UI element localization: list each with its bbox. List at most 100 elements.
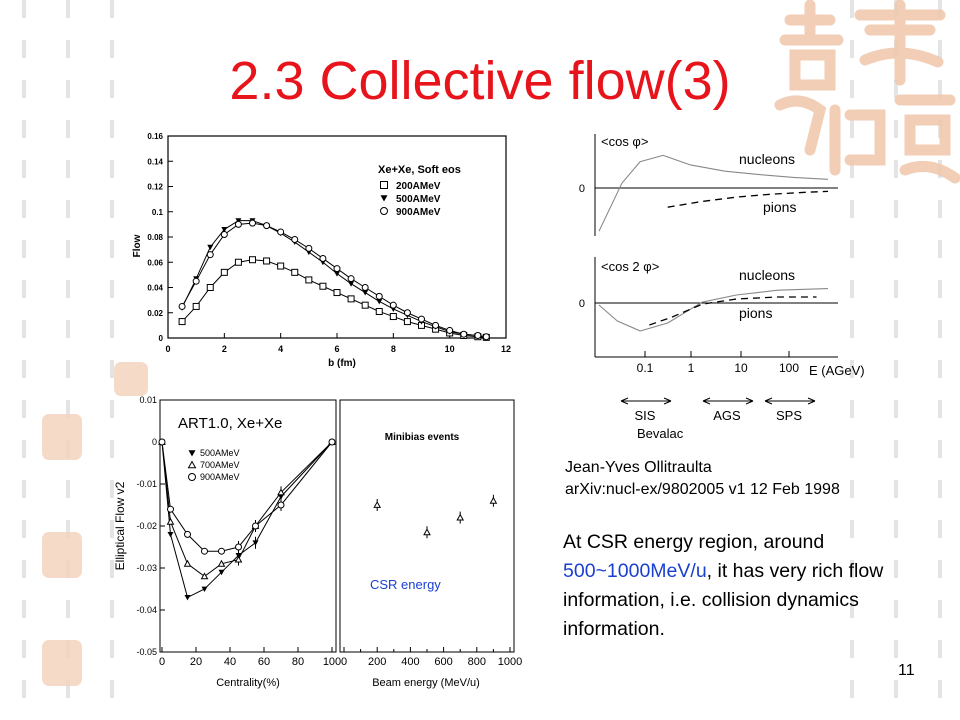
x-tick-label: 0 — [165, 344, 170, 354]
x-tick-label: 0.1 — [637, 361, 654, 375]
data-point — [373, 500, 382, 508]
y-tick-label: 0.06 — [147, 258, 163, 267]
x-tick-label: 10 — [445, 344, 455, 354]
seal-decoration — [42, 532, 82, 578]
series-line — [181, 220, 487, 338]
data-point — [201, 547, 208, 555]
y-tick-label: 0.14 — [147, 157, 163, 166]
data-point — [277, 501, 285, 509]
data-point — [167, 532, 174, 538]
data-point — [235, 543, 242, 551]
x-tick-label: 10 — [734, 361, 748, 375]
data-point — [183, 559, 192, 567]
x-tick-label: 2 — [222, 344, 227, 354]
data-point — [474, 331, 482, 339]
y-tick-label: 0.01 — [139, 395, 157, 405]
range-arrow — [702, 397, 754, 405]
x-axis-label: Centrality(%) — [216, 677, 280, 689]
chart-title: Minibias events — [385, 432, 460, 443]
data-point — [460, 330, 468, 338]
nucleons-curve — [598, 288, 829, 332]
data-point — [305, 276, 313, 284]
data-point — [234, 258, 242, 266]
x-axis-label: Beam energy (MeV/u) — [372, 677, 480, 689]
x-tick-label: 40 — [224, 656, 236, 668]
plot-frame-left — [159, 399, 337, 653]
y-tick-label: 0 — [579, 298, 585, 310]
x-tick-label: 100 — [323, 656, 341, 668]
data-point — [334, 271, 340, 277]
legend-marker — [187, 460, 197, 469]
annotation-sps: SPS — [776, 408, 802, 423]
data-point — [347, 275, 355, 283]
data-point — [423, 528, 431, 536]
y-tick-label: -0.01 — [136, 479, 157, 489]
series-line — [161, 441, 333, 599]
x-tick-label: 8 — [391, 344, 396, 354]
y-axis-label: <cos φ> — [601, 134, 648, 149]
data-point — [319, 282, 327, 290]
data-point — [206, 251, 214, 259]
y-tick-label: -0.02 — [136, 521, 157, 531]
x-tick-label: 4 — [278, 344, 283, 354]
data-point — [167, 505, 174, 513]
reference-citation: Jean-Yves Ollitraulta arXiv:nucl-ex/9802… — [565, 457, 840, 501]
pions-curve — [667, 190, 829, 208]
series-label: nucleons — [739, 267, 795, 283]
data-point — [376, 298, 383, 305]
x-tick-label: 80 — [292, 656, 304, 668]
y-tick-label: 0.16 — [147, 132, 163, 141]
series-line — [161, 441, 333, 578]
data-point — [347, 295, 355, 303]
data-point — [217, 559, 226, 567]
y-tick-label: -0.05 — [136, 647, 157, 657]
csr-energy-annotation: CSR energy — [370, 577, 441, 592]
x-tick-label: 12 — [501, 344, 511, 354]
data-point — [207, 244, 214, 251]
y-tick-label: -0.03 — [136, 563, 157, 573]
data-point — [348, 281, 355, 287]
data-point — [234, 220, 242, 228]
data-point — [252, 522, 259, 530]
legend-marker — [188, 473, 196, 481]
data-point — [482, 333, 490, 341]
calligraphy-seal — [774, 0, 960, 184]
legend-marker — [380, 181, 388, 189]
y-axis-label: Flow — [132, 234, 143, 257]
x-tick-label: 6 — [334, 344, 339, 354]
x-tick-label: 1000 — [498, 656, 522, 668]
x-tick-label: 600 — [434, 656, 452, 668]
data-point — [184, 595, 191, 601]
data-point — [319, 254, 327, 262]
data-point — [389, 313, 397, 321]
y-tick-label: 0 — [152, 437, 157, 447]
x-tick-label: 0 — [341, 656, 347, 668]
data-point — [234, 555, 243, 563]
legend-label: 500AMeV — [396, 194, 441, 205]
data-point — [263, 257, 271, 265]
legend-label: 200AMeV — [396, 181, 441, 192]
x-tick-label: 1 — [688, 361, 695, 375]
x-tick-label: 60 — [258, 656, 270, 668]
data-point — [403, 309, 411, 317]
data-point — [432, 321, 440, 329]
data-point — [200, 572, 209, 580]
data-point — [333, 289, 341, 297]
y-tick-label: 0.04 — [147, 284, 163, 293]
data-point — [489, 496, 498, 504]
x-tick-label: 20 — [190, 656, 202, 668]
x-axis-label: E (AGeV) — [809, 363, 865, 378]
legend-label: 900AMeV — [200, 472, 240, 482]
data-point — [220, 268, 228, 276]
data-point — [403, 318, 411, 326]
x-tick-label: 200 — [368, 656, 386, 668]
elliptical-flow-chart: 0 20 40 60 80 100 0.01 0 -0.01 -0.02 -0.03 -0.04 -0.… — [113, 395, 522, 689]
desc-part1: At CSR energy region, around — [563, 531, 825, 553]
data-point — [201, 586, 208, 592]
data-point — [220, 230, 228, 238]
x-tick-label: 100 — [779, 361, 799, 375]
range-arrow — [620, 397, 672, 405]
data-point — [389, 301, 397, 309]
data-point — [362, 290, 369, 296]
legend-marker — [188, 450, 196, 457]
